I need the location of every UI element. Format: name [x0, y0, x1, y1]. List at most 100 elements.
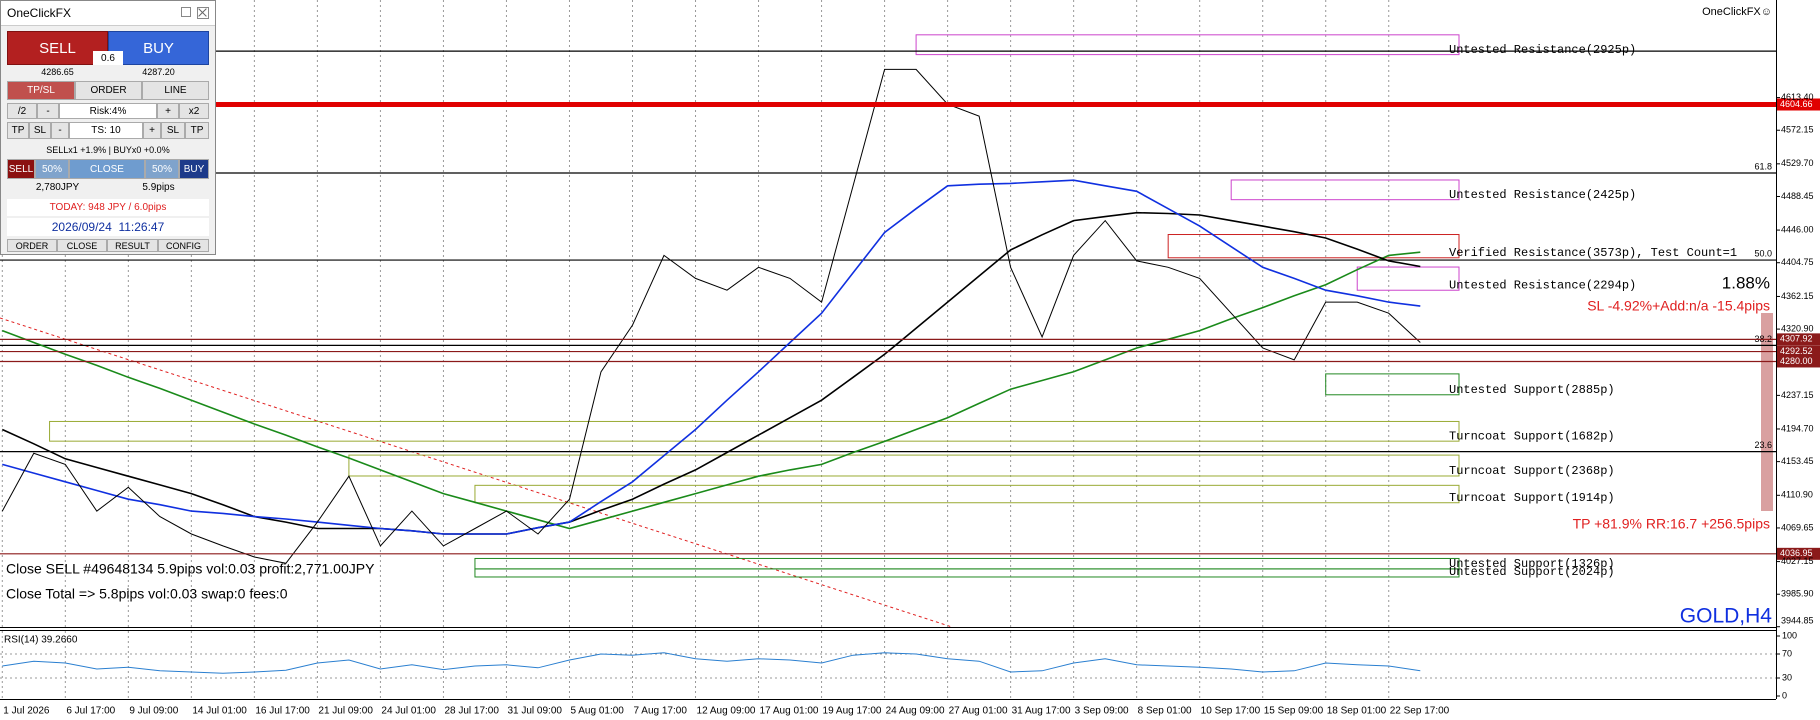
series-line — [2, 179, 1421, 535]
y-tick-label: 4488.45 — [1781, 191, 1814, 201]
profit: 2,780JPY — [35, 181, 80, 193]
window-controls[interactable] — [181, 7, 209, 19]
x-tick-label: 24 Aug 09:00 — [886, 706, 945, 717]
level-ratio: 23.6 — [1754, 440, 1772, 450]
x-tick-label: 3 Sep 09:00 — [1075, 706, 1129, 717]
x-tick-label: 19 Aug 17:00 — [823, 706, 882, 717]
x-tick-label: 24 Jul 01:00 — [381, 706, 436, 717]
close-buy-button[interactable]: BUY — [179, 159, 209, 179]
y-tick-label: 4153.45 — [1781, 456, 1814, 466]
zone — [348, 454, 1460, 477]
rsi-tick-label: 0 — [1782, 690, 1787, 700]
tab-line[interactable]: LINE — [142, 81, 209, 100]
zone-label: Untested Resistance(2425p) — [1449, 188, 1636, 202]
tab-tpsl[interactable]: TP/SL — [7, 81, 75, 100]
zone — [1325, 373, 1460, 396]
panel-title: OneClickFX — [7, 6, 72, 20]
zone — [474, 568, 1460, 578]
minus-button[interactable]: - — [37, 103, 59, 119]
zone — [1230, 179, 1460, 201]
double-button[interactable]: x2 — [179, 103, 209, 119]
y-tick-label: 3944.85 — [1781, 615, 1814, 625]
rsi-tick-label: 70 — [1782, 648, 1792, 658]
risk-field[interactable]: Risk:4% — [59, 103, 157, 119]
x-tick-label: 14 Jul 01:00 — [192, 706, 247, 717]
sl-button[interactable]: SL — [161, 122, 185, 139]
zone-label: Verified Resistance(3573p), Test Count=1 — [1449, 246, 1737, 260]
price-tag — [1777, 333, 1820, 346]
price-tag — [1777, 355, 1820, 368]
y-tick-label: 4572.15 — [1781, 125, 1814, 135]
x-tick-label: 9 Jul 09:00 — [129, 706, 178, 717]
y-tick-label: 4613.40 — [1781, 92, 1814, 102]
y-tick-label: 4194.70 — [1781, 423, 1814, 433]
close-button[interactable]: CLOSE — [69, 159, 145, 179]
tp-button[interactable]: TP — [7, 122, 29, 139]
close-sell: Close SELL #49648134 5.9pips vol:0.03 pr… — [6, 561, 375, 577]
footer-close[interactable]: CLOSE — [57, 239, 107, 252]
zone-label: Untested Support(2024p) — [1449, 565, 1615, 579]
price-tag-label: 4307.92 — [1780, 334, 1813, 344]
footer-config[interactable]: CONFIG — [158, 239, 209, 252]
half-close-button[interactable]: 50% — [35, 159, 69, 179]
level-ratio: 61.8 — [1754, 161, 1772, 171]
plus-button[interactable]: + — [143, 122, 161, 139]
risk-percent: 1.88% — [1722, 273, 1770, 292]
close-sell-button[interactable]: SELL — [7, 159, 35, 179]
price-tag-label: 4292.52 — [1780, 346, 1813, 356]
pips: 5.9pips — [142, 181, 175, 193]
x-tick-label: 7 Aug 17:00 — [634, 706, 688, 717]
minus-button[interactable]: - — [51, 122, 69, 139]
level-ratio: 50.0 — [1754, 248, 1772, 258]
oneclick-panel: OneClickFX SELL BUY 0.6 4286.65 4287.20 … — [0, 0, 216, 255]
y-tick-label: 4237.15 — [1781, 390, 1814, 400]
tab-order[interactable]: ORDER — [75, 81, 142, 100]
rsi-line — [2, 652, 1421, 674]
position-status: SELLx1 +1.9% | BUYx0 +0.0% — [46, 144, 170, 155]
series-line — [1, 211, 1421, 535]
y-tick-label: 4069.65 — [1781, 522, 1814, 532]
price-tag — [1777, 547, 1820, 560]
x-tick-label: 16 Jul 17:00 — [255, 706, 310, 717]
y-tick-label: 4404.75 — [1781, 257, 1814, 267]
x-tick-label: 15 Sep 09:00 — [1264, 706, 1324, 717]
trailing-stop-field[interactable]: TS: 10 — [69, 122, 143, 139]
zone-label: Turncoat Support(2368p) — [1449, 464, 1615, 478]
lot-size[interactable]: 0.6 — [93, 51, 123, 65]
x-tick-label: 12 Aug 09:00 — [697, 706, 756, 717]
x-tick-label: 31 Aug 17:00 — [1012, 706, 1071, 717]
y-tick-label: 4027.15 — [1781, 556, 1814, 566]
sl-button[interactable]: SL — [29, 122, 51, 139]
zone — [1167, 234, 1460, 259]
y-tick-label: 4320.90 — [1781, 323, 1814, 333]
x-tick-label: 31 Jul 09:00 — [507, 706, 562, 717]
half-button[interactable]: /2 — [7, 103, 37, 119]
price-tag-label: 4604.66 — [1780, 99, 1813, 109]
x-tick-label: 10 Sep 17:00 — [1201, 706, 1261, 717]
x-tick-label: 21 Jul 09:00 — [318, 706, 373, 717]
y-tick-label: 3985.90 — [1781, 589, 1814, 599]
sell-button[interactable]: SELL — [7, 31, 108, 65]
x-tick-label: 1 Jul 2026 — [3, 706, 50, 717]
x-tick-label: 5 Aug 01:00 — [570, 706, 624, 717]
buy-button[interactable]: BUY — [108, 31, 209, 65]
footer-order[interactable]: ORDER — [7, 239, 57, 252]
plus-button[interactable]: + — [157, 103, 179, 119]
half-close-button[interactable]: 50% — [145, 159, 179, 179]
tp-button[interactable]: TP — [185, 122, 209, 139]
sl-text: SL -4.92%+Add:n/a -15.4pips — [1587, 298, 1770, 314]
x-tick-label: 17 Aug 01:00 — [760, 706, 819, 717]
zone-label: Turncoat Support(1914p) — [1449, 491, 1615, 505]
zone-label: Untested Resistance(2294p) — [1449, 278, 1636, 292]
ask-price: 4287.20 — [142, 67, 175, 77]
zone — [49, 420, 1460, 442]
symbol: GOLD,H4 — [1680, 605, 1773, 628]
y-tick-label: 4529.70 — [1781, 158, 1814, 168]
zone — [915, 34, 1460, 56]
zone — [1356, 266, 1460, 291]
footer-result[interactable]: RESULT — [107, 239, 158, 252]
y-tick-label: 4446.00 — [1781, 224, 1814, 234]
x-tick-label: 18 Sep 01:00 — [1327, 706, 1387, 717]
